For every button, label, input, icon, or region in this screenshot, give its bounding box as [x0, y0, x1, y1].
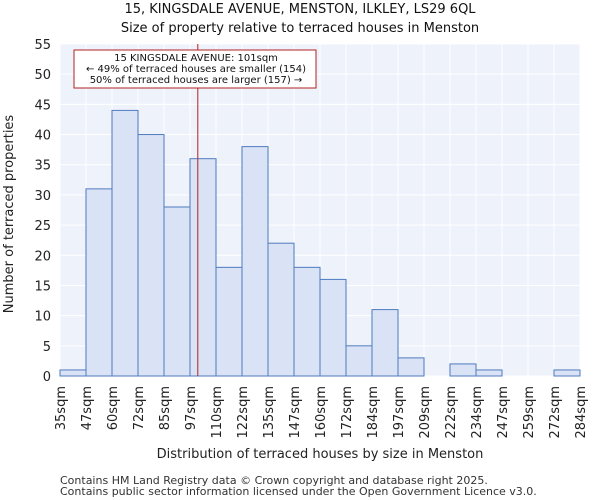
- bar: [189, 158, 217, 377]
- bar: [319, 278, 347, 377]
- bar: [241, 146, 269, 377]
- x-tick-label: 47sqm: [80, 386, 95, 430]
- footer-licence: Contains public sector information licen…: [60, 485, 537, 498]
- bar: [215, 266, 243, 377]
- x-tick-label: 122sqm: [236, 386, 251, 439]
- x-tick-label: 72sqm: [132, 386, 147, 430]
- bar: [163, 206, 191, 377]
- chart-subtitle: Size of property relative to terraced ho…: [121, 21, 479, 36]
- y-tick-label: 15: [34, 279, 51, 294]
- y-axis-ticks: 0 5 10 15 20 25 30 35 40 45 50 55: [34, 38, 51, 385]
- x-tick-label: 172sqm: [340, 386, 355, 439]
- y-tick-label: 25: [34, 219, 51, 234]
- x-tick-label: 247sqm: [496, 386, 511, 439]
- bar: [449, 363, 477, 377]
- annotation-larger: 50% of terraced houses are larger (157) …: [90, 75, 303, 86]
- bar: [371, 309, 399, 377]
- x-tick-label: 259sqm: [522, 386, 537, 439]
- x-tick-label: 135sqm: [262, 386, 277, 439]
- bar: [397, 357, 425, 377]
- y-tick-label: 45: [34, 98, 51, 113]
- y-tick-label: 50: [34, 68, 51, 83]
- y-tick-label: 35: [34, 159, 51, 174]
- y-tick-label: 40: [34, 129, 51, 144]
- bar: [85, 188, 113, 377]
- x-tick-label: 222sqm: [444, 386, 459, 439]
- y-axis-label: Number of terraced properties: [2, 115, 17, 314]
- annotation-smaller: ← 49% of terraced houses are smaller (15…: [86, 64, 306, 75]
- bar: [293, 266, 321, 377]
- x-tick-label: 97sqm: [184, 386, 199, 430]
- footer-copyright: Contains HM Land Registry data © Crown c…: [60, 474, 488, 487]
- y-tick-label: 0: [43, 370, 51, 385]
- y-tick-label: 30: [34, 189, 51, 204]
- bar: [111, 109, 139, 377]
- x-tick-label: 160sqm: [314, 386, 329, 439]
- x-tick-label: 110sqm: [210, 386, 225, 439]
- annotation-frame: [73, 49, 317, 89]
- x-tick-label: 147sqm: [288, 386, 303, 439]
- bar: [345, 345, 373, 377]
- bar: [553, 369, 581, 377]
- x-tick-label: 60sqm: [106, 386, 121, 430]
- x-tick-label: 284sqm: [574, 386, 589, 439]
- y-tick-label: 10: [34, 310, 51, 325]
- x-tick-label: 209sqm: [418, 386, 433, 439]
- annotation-title: 15 KINGSDALE AVENUE: 101sqm: [114, 53, 278, 64]
- x-tick-label: 35sqm: [54, 386, 69, 430]
- bar: [137, 134, 165, 377]
- bars: [59, 109, 581, 377]
- x-tick-label: 184sqm: [366, 386, 381, 439]
- y-tick-label: 55: [34, 38, 51, 53]
- bar: [267, 242, 295, 377]
- x-axis-ticks: 35sqm 47sqm 60sqm 72sqm 85sqm 97sqm 110sqm 122s…: [54, 386, 589, 439]
- x-tick-label: 272sqm: [548, 386, 563, 439]
- y-tick-label: 20: [34, 249, 51, 264]
- x-axis-label: Distribution of terraced houses by size …: [157, 447, 484, 462]
- chart-title: 15, KINGSDALE AVENUE, MENSTON, ILKLEY, L…: [124, 2, 476, 17]
- annotation-box: 15 KINGSDALE AVENUE: 101sqm ← 49% of ter…: [73, 49, 317, 89]
- bar: [59, 369, 87, 377]
- bar: [475, 369, 503, 377]
- x-tick-label: 85sqm: [158, 386, 173, 430]
- x-tick-label: 234sqm: [470, 386, 485, 439]
- y-tick-label: 5: [43, 340, 51, 355]
- x-tick-label: 197sqm: [392, 386, 407, 439]
